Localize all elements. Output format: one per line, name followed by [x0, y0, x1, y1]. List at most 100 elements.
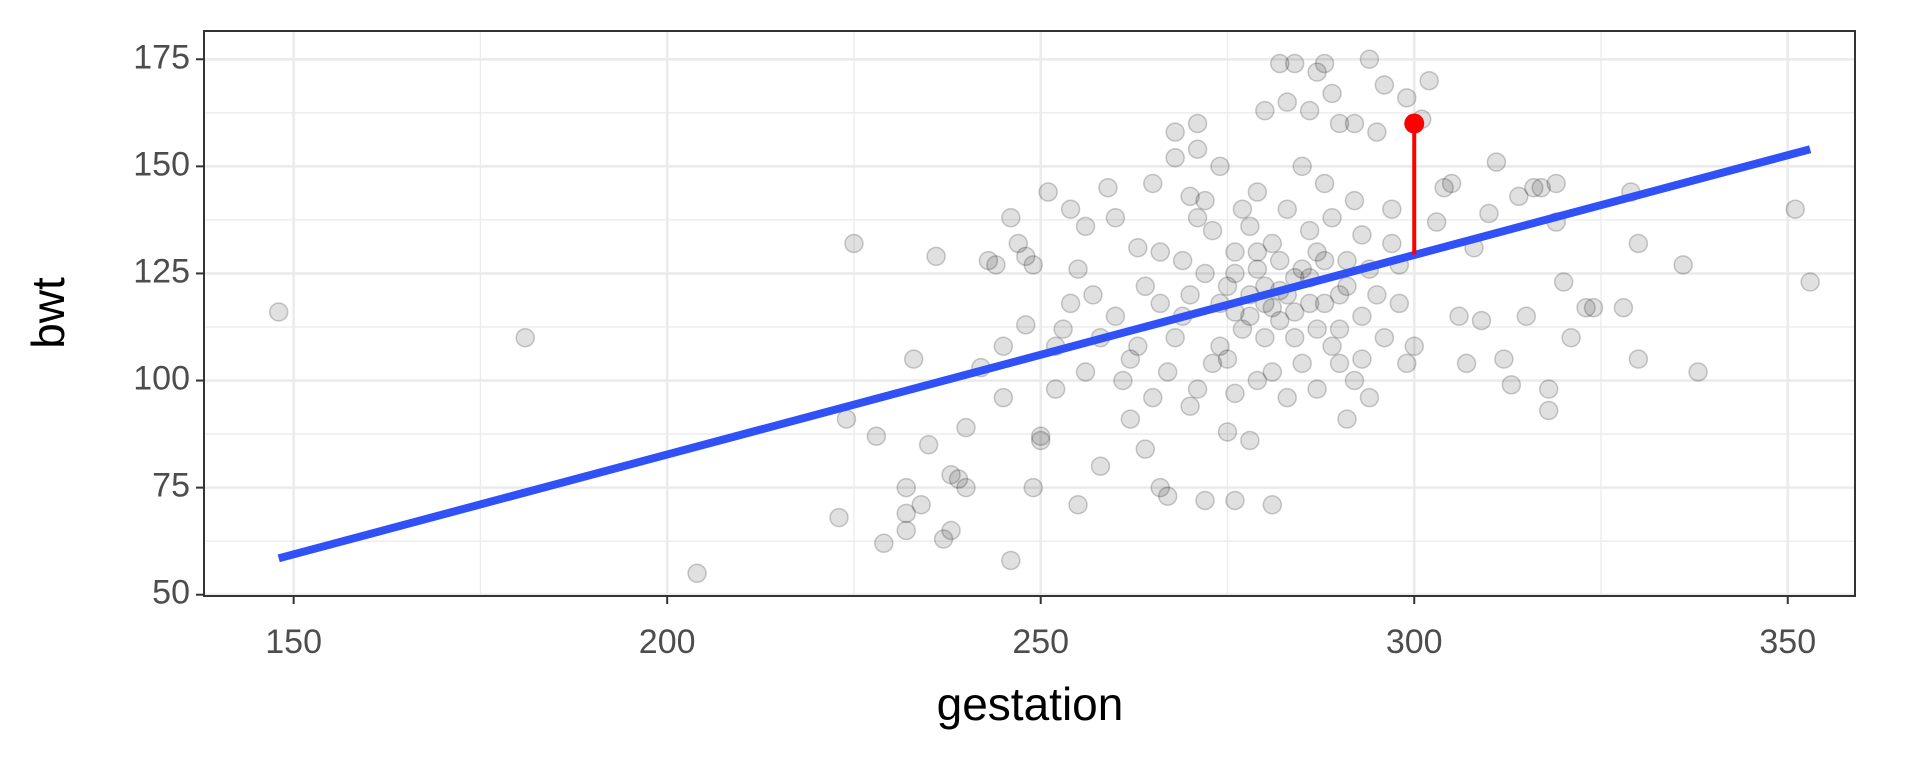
point	[1292, 156, 1312, 177]
point	[1307, 62, 1327, 82]
point	[1240, 306, 1260, 327]
point	[1053, 319, 1073, 339]
point	[986, 255, 1006, 275]
point	[1195, 490, 1215, 511]
point	[1471, 310, 1492, 331]
point	[1337, 409, 1357, 429]
point	[1277, 387, 1297, 408]
point	[1329, 319, 1350, 339]
point	[1187, 139, 1208, 159]
point	[1284, 327, 1305, 348]
point	[1143, 173, 1163, 194]
point	[1247, 259, 1268, 279]
point	[1172, 250, 1193, 271]
point	[1329, 285, 1350, 305]
point	[1262, 233, 1283, 254]
point	[1180, 186, 1200, 207]
point	[1456, 353, 1477, 374]
point	[1299, 220, 1320, 241]
y-tick-label: 50	[152, 574, 190, 612]
point	[1494, 349, 1514, 369]
point	[918, 435, 939, 455]
point	[1367, 285, 1387, 305]
point	[926, 246, 946, 267]
point	[1314, 293, 1335, 314]
point	[1210, 156, 1230, 177]
point	[993, 336, 1014, 357]
point	[1292, 259, 1312, 279]
point	[896, 503, 916, 524]
point	[1075, 216, 1096, 237]
point	[948, 469, 969, 489]
point	[1397, 88, 1417, 108]
y-tick-label: 75	[152, 467, 190, 505]
point	[903, 349, 924, 369]
point	[1299, 100, 1320, 121]
point	[1583, 297, 1604, 318]
point	[1800, 272, 1820, 292]
point	[1202, 353, 1223, 374]
point	[1157, 486, 1178, 506]
point	[1255, 327, 1275, 348]
point	[941, 465, 961, 485]
point	[1524, 178, 1544, 198]
point	[1352, 349, 1372, 369]
point	[687, 563, 707, 584]
y-tick-label: 150	[133, 145, 190, 183]
point	[1314, 250, 1335, 271]
point	[1299, 293, 1320, 314]
point	[941, 520, 961, 541]
point	[1516, 306, 1537, 327]
point	[844, 233, 864, 254]
point	[1135, 439, 1156, 459]
point	[1553, 272, 1574, 292]
y-tick-label: 125	[133, 252, 190, 290]
point	[1314, 173, 1335, 194]
point	[1128, 237, 1148, 258]
point	[1561, 327, 1581, 348]
point	[836, 409, 857, 429]
point	[1538, 400, 1559, 421]
point	[874, 533, 894, 554]
point	[956, 477, 976, 498]
point	[1217, 276, 1238, 297]
point	[1673, 255, 1693, 275]
point	[1225, 383, 1245, 404]
point	[1217, 422, 1238, 442]
point	[1628, 233, 1649, 254]
point	[1105, 306, 1126, 327]
point	[1307, 319, 1327, 339]
point	[1277, 92, 1297, 112]
point	[1262, 362, 1283, 382]
point	[1232, 319, 1253, 339]
point	[896, 477, 916, 498]
point	[1359, 387, 1380, 408]
point	[1187, 208, 1208, 228]
point	[1397, 353, 1417, 374]
point	[1210, 336, 1230, 357]
point	[1337, 250, 1357, 271]
point	[1083, 285, 1103, 305]
point	[1060, 293, 1081, 314]
point	[1344, 113, 1365, 134]
point	[1322, 83, 1342, 104]
point	[1068, 259, 1088, 279]
point	[1322, 336, 1342, 357]
point	[1389, 293, 1410, 314]
plot-frame	[203, 30, 1856, 597]
point	[1785, 199, 1805, 219]
point	[1292, 353, 1312, 374]
point	[1576, 297, 1596, 318]
point	[1255, 100, 1275, 121]
point	[1157, 362, 1178, 382]
point	[1329, 113, 1350, 134]
x-tick-label: 200	[639, 623, 696, 661]
point	[1344, 190, 1365, 211]
point	[1374, 327, 1395, 348]
point	[1225, 242, 1245, 262]
point	[1150, 477, 1170, 498]
point	[1135, 276, 1156, 297]
point	[1075, 362, 1096, 382]
y-tick-label: 175	[133, 38, 190, 76]
point	[1359, 49, 1380, 70]
